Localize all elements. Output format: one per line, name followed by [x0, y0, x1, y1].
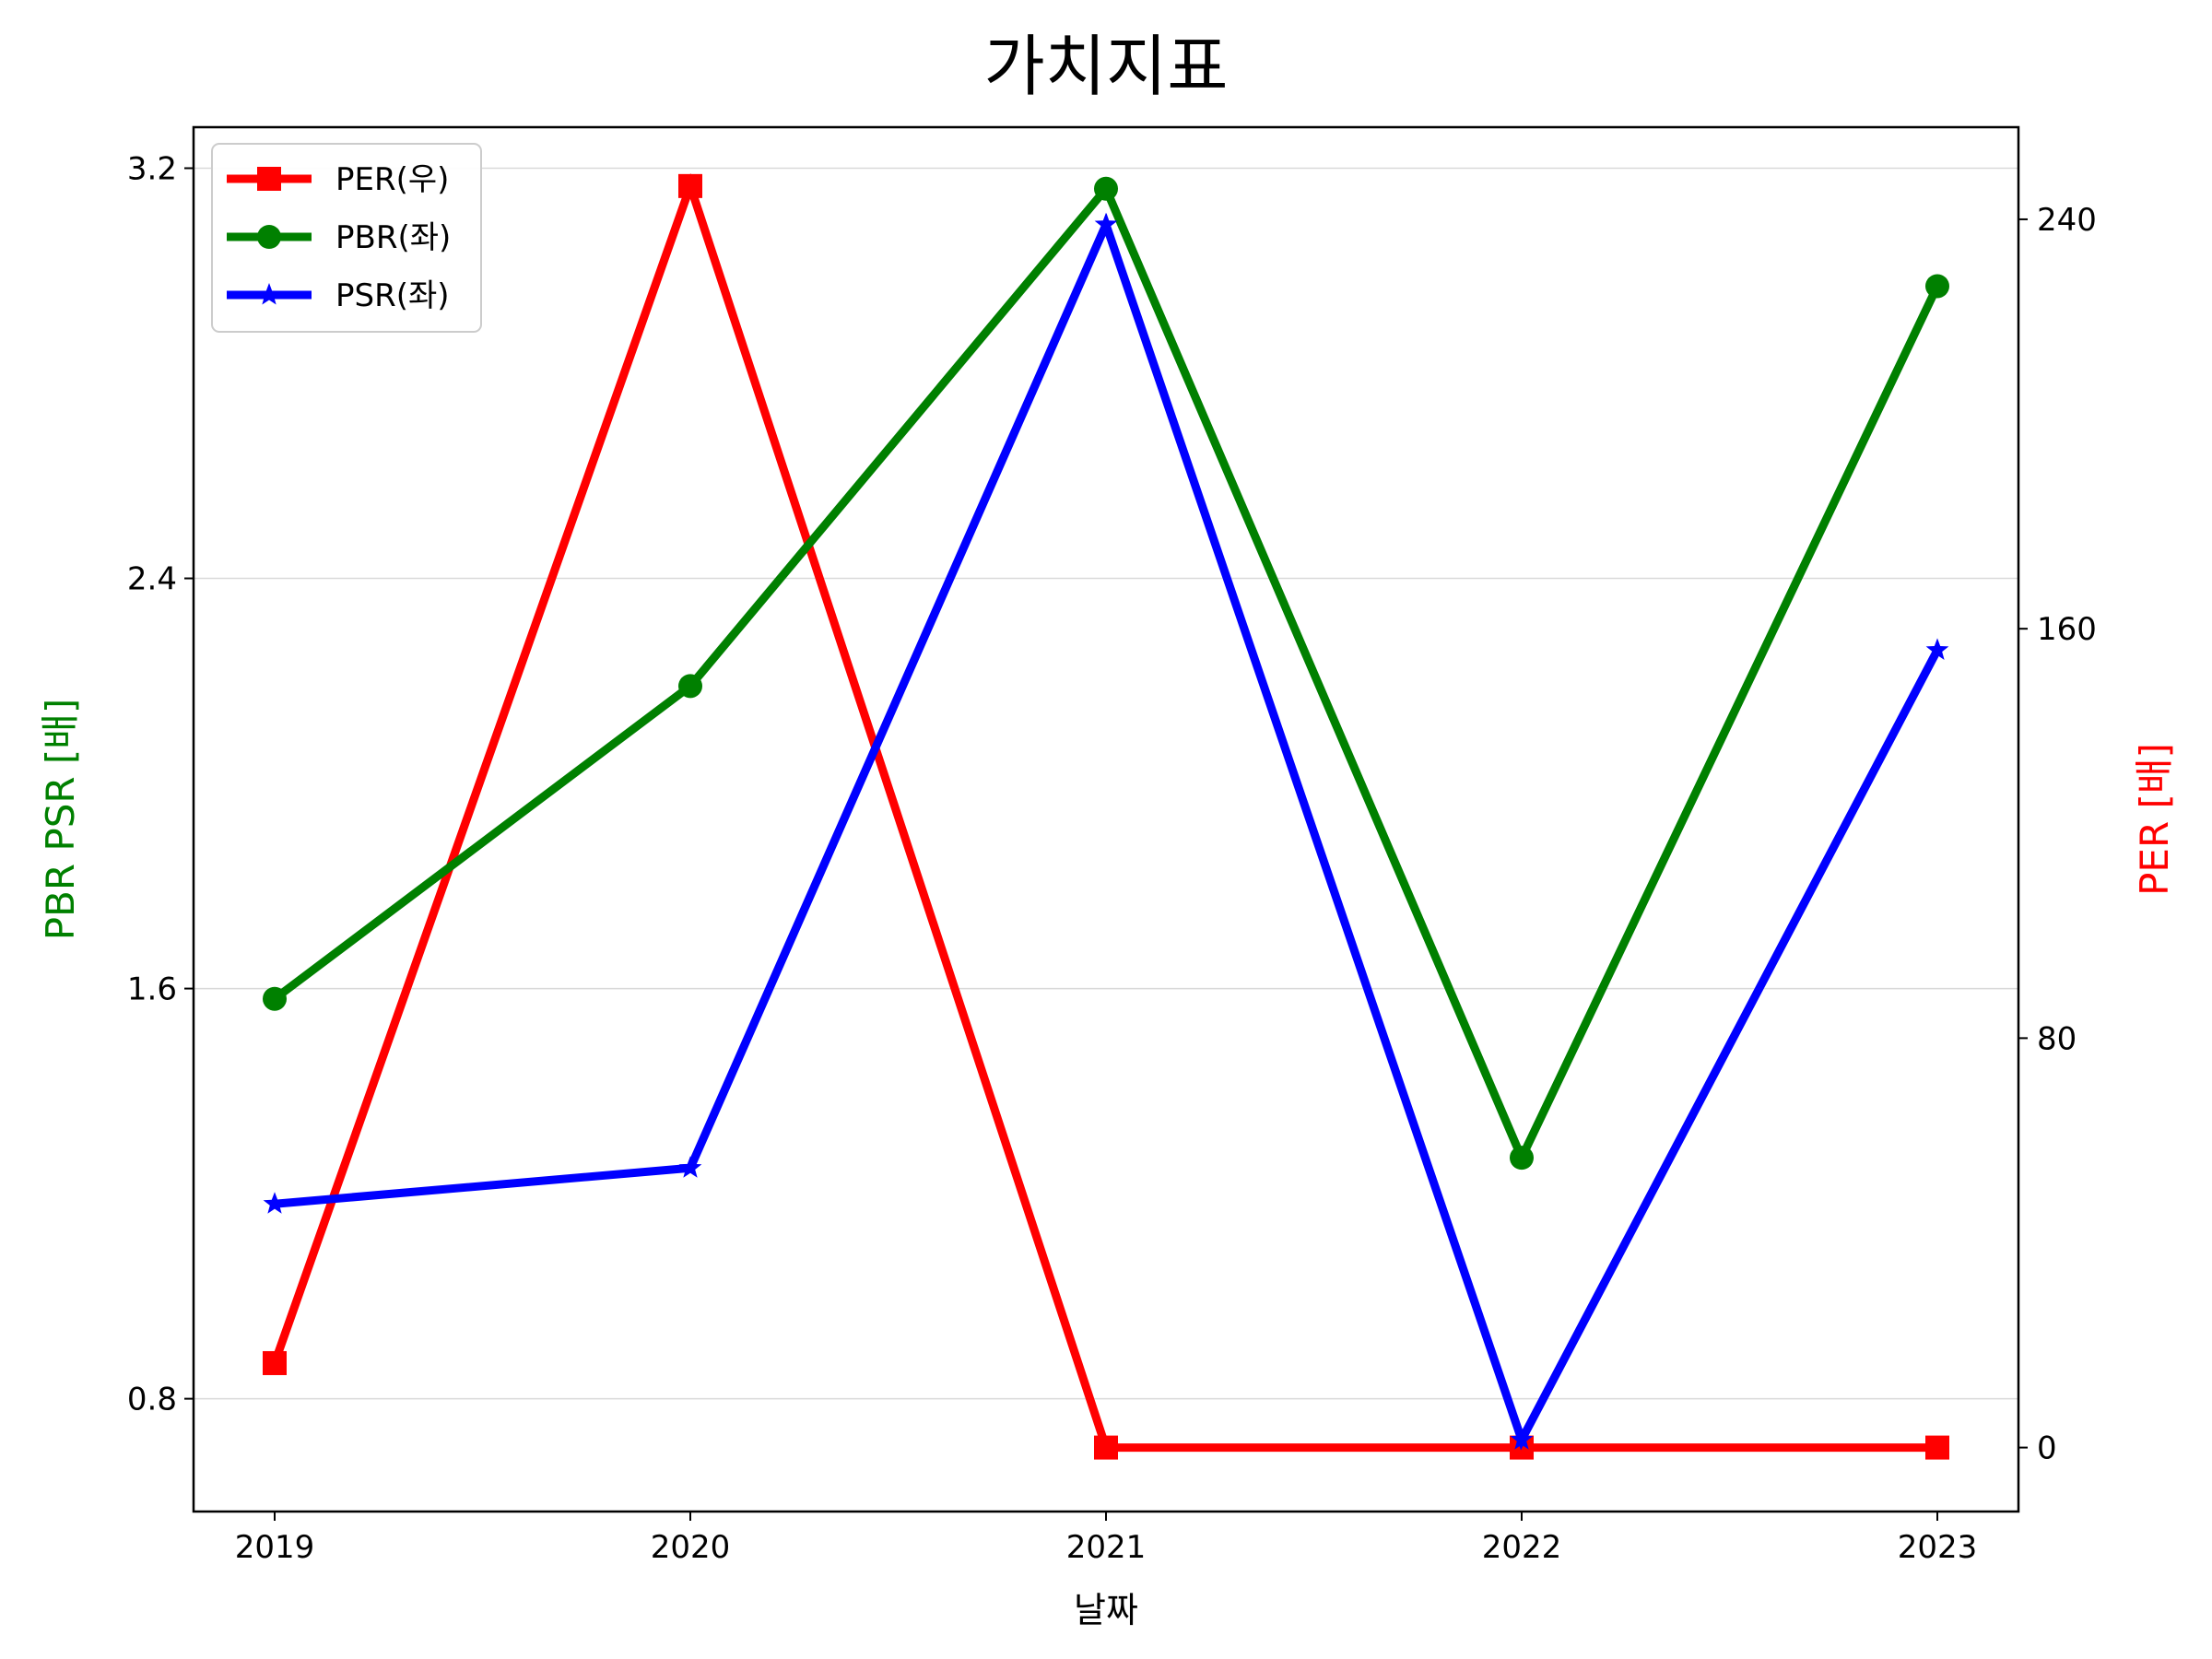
legend-entry: PER(우): [227, 161, 449, 198]
x-tick-label: 2019: [235, 1529, 315, 1566]
legend-entry: PSR(좌): [227, 277, 450, 314]
x-axis-title: 날짜: [1074, 1590, 1138, 1630]
series-line: [274, 213, 1941, 1451]
data-point: [678, 1156, 702, 1178]
right-y-tick-label: 160: [2037, 611, 2097, 648]
x-tick-label: 2023: [1898, 1529, 1978, 1566]
right-y-tick-label: 0: [2037, 1430, 2057, 1467]
right-y-tick-label: 80: [2037, 1020, 2077, 1057]
x-tick-label: 2020: [651, 1529, 731, 1566]
data-point: [263, 986, 287, 1011]
data-point: [263, 1350, 287, 1375]
data-point: [1094, 1435, 1118, 1460]
left-y-axis-title: PBR PSR [배]: [38, 699, 83, 941]
legend-marker: [257, 167, 281, 191]
x-tick-label: 2021: [1066, 1529, 1147, 1566]
data-point: [1925, 638, 1949, 660]
legend-entry: PBR(좌): [227, 219, 451, 256]
left-y-tick-label: 0.8: [127, 1382, 177, 1418]
data-point: [1925, 274, 1949, 299]
data-point: [1925, 1435, 1949, 1460]
series-square: [263, 172, 1949, 1460]
chart-title: 가치지표: [984, 28, 1229, 105]
x-tick-label: 2022: [1482, 1529, 1562, 1566]
data-point: [1510, 1428, 1534, 1450]
data-point: [678, 173, 702, 198]
legend: PER(우) PBR(좌) PSR(좌): [211, 143, 482, 333]
legend-marker: [257, 283, 281, 305]
series-star: [263, 212, 1949, 1451]
legend-label: PBR(좌): [335, 219, 451, 256]
data-point: [1094, 176, 1118, 201]
right-y-axis-title: PER [배]: [2132, 743, 2177, 896]
left-y-tick-label: 3.2: [127, 151, 177, 188]
series-circle: [263, 176, 1949, 1171]
left-y-tick-label: 1.6: [127, 971, 177, 1008]
series-layer: [263, 172, 1949, 1460]
legend-marker: [257, 225, 281, 249]
legend-entries: PER(우) PBR(좌) PSR(좌): [227, 161, 451, 314]
axes: 0.8 1.6 2.4 3.2 0 80 160 240 2019 2020 2021 2022 202…: [127, 151, 2097, 1566]
legend-label: PSR(좌): [335, 277, 450, 314]
grid: [194, 167, 2018, 1400]
data-point: [1510, 1146, 1534, 1171]
right-y-tick-label: 240: [2037, 202, 2097, 239]
left-y-tick-label: 2.4: [127, 561, 177, 598]
data-point: [678, 674, 702, 699]
data-point: [1094, 212, 1118, 235]
data-point: [263, 1192, 287, 1214]
legend-label: PER(우): [335, 161, 449, 198]
series-line: [272, 181, 1942, 1169]
